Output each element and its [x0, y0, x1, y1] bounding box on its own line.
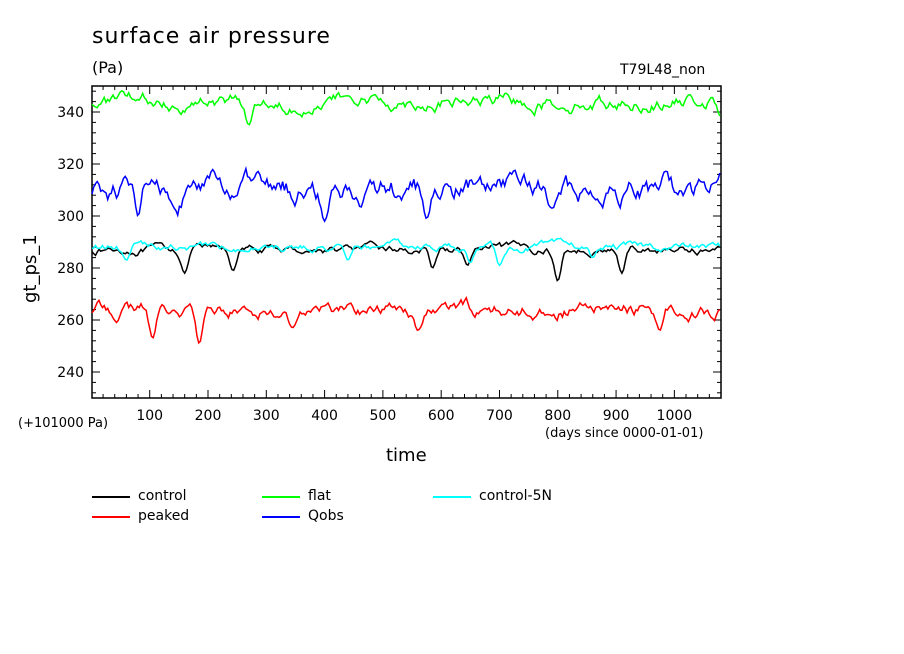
x-tick-label: 700	[486, 408, 513, 424]
legend-label: flat	[308, 488, 331, 504]
chart-title: surface air pressure	[92, 24, 331, 49]
legend-label: Qobs	[308, 508, 344, 524]
legend-label: peaked	[138, 508, 190, 524]
x-tick-label: 800	[544, 408, 571, 424]
x-axis-units: (days since 0000-01-01)	[545, 426, 704, 441]
legend-label: control	[138, 488, 187, 504]
y-tick-label: 240	[57, 365, 84, 381]
series-line-flat	[91, 90, 721, 126]
legend-swatch	[92, 496, 130, 498]
y-tick-label: 280	[57, 261, 84, 277]
chart-units: (Pa)	[92, 58, 124, 77]
legend-swatch	[262, 516, 300, 518]
run-label: T79L48_non	[620, 62, 706, 78]
x-axis-label: time	[386, 445, 427, 466]
legend-label: control-5N	[479, 488, 552, 504]
y-tick-label: 300	[57, 209, 84, 225]
series-line-qobs	[91, 165, 721, 223]
offset-label: (+101000 Pa)	[18, 416, 109, 431]
y-tick-label: 340	[57, 105, 84, 121]
x-tick-label: 100	[136, 408, 163, 424]
x-tick-label: 1000	[657, 408, 693, 424]
x-tick-label: 600	[428, 408, 455, 424]
x-tick-label: 400	[311, 408, 338, 424]
y-tick-label: 260	[57, 313, 84, 329]
x-tick-label: 200	[195, 408, 222, 424]
x-tick-label: 900	[603, 408, 630, 424]
legend-swatch	[92, 516, 130, 518]
legend-swatch	[262, 496, 300, 498]
x-tick-label: 500	[370, 408, 397, 424]
x-tick-label: 300	[253, 408, 280, 424]
legend-swatch	[433, 496, 471, 498]
series-line-control-5n	[91, 237, 721, 267]
y-tick-label: 320	[57, 157, 84, 173]
series-line-peaked	[91, 295, 721, 345]
